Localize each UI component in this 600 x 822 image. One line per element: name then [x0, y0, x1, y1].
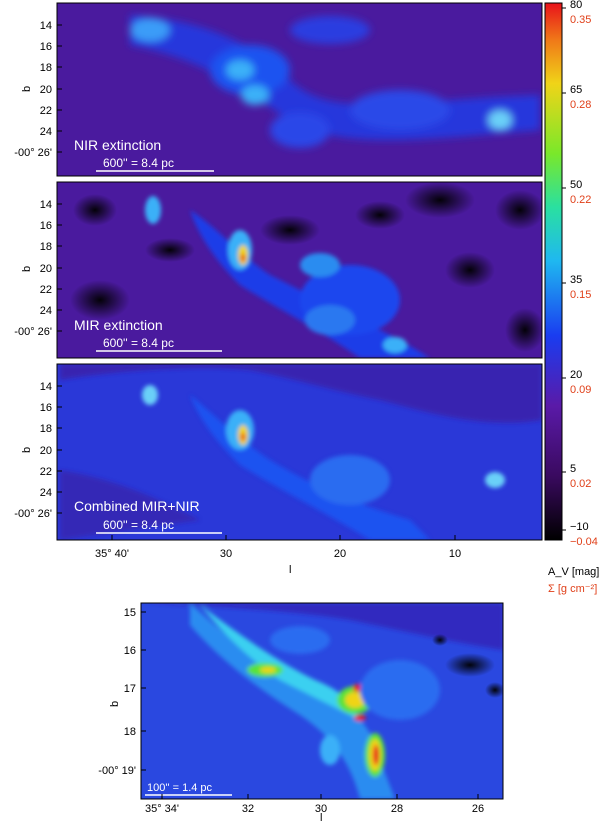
x-tick-label: 35° 40' — [95, 548, 129, 560]
panel-zoom-y-axis: 15 16 17 18 -00° 19' — [98, 607, 146, 777]
y-tick-label: -00° 19' — [98, 765, 136, 777]
colorbar-av-tick: 5 — [570, 463, 576, 475]
y-tick-label: -00° 26' — [14, 508, 52, 520]
y-tick-label: 14 — [40, 20, 52, 32]
y-tick-label: 20 — [40, 84, 52, 96]
x-tick-label: 30 — [315, 803, 327, 815]
y-tick-label: 20 — [40, 445, 52, 457]
panel-combined-scale-label: 600'' = 8.4 pc — [103, 518, 174, 532]
panel-zoom — [141, 603, 503, 799]
colorbar-sigma-tick: 0.35 — [570, 14, 591, 26]
y-tick-label: 18 — [40, 241, 52, 253]
x-tick-label: 28 — [391, 803, 403, 815]
panel-mir — [57, 182, 542, 358]
panel-zoom-frame — [140, 602, 504, 800]
y-tick-label: 17 — [124, 683, 136, 695]
panel-mir-label: MIR extinction — [74, 317, 163, 333]
y-tick-label: 14 — [40, 381, 52, 393]
x-tick-label: 30 — [220, 548, 232, 560]
panel-combined-frame — [56, 363, 543, 541]
y-tick-label: 15 — [124, 607, 136, 619]
panel-nir-ylabel: b — [21, 86, 33, 92]
colorbar-ticks: 80 0.35 65 0.28 50 0.22 35 0.15 20 0.09 5 0.02 −10 −0… — [562, 0, 598, 548]
x-tick-label: 35° 34' — [145, 803, 179, 815]
panel-combined-x-axis: 35° 40' 30 20 10 — [95, 535, 461, 560]
colorbar-av-tick: 80 — [570, 0, 582, 11]
y-tick-label: 14 — [40, 199, 52, 211]
y-tick-label: 16 — [40, 41, 52, 53]
y-tick-label: 24 — [40, 305, 52, 317]
x-tick-label: 20 — [334, 548, 346, 560]
y-tick-label: 22 — [40, 466, 52, 478]
panel-mir-ylabel: b — [21, 266, 33, 272]
colorbar-sigma-tick: −0.04 — [570, 536, 598, 548]
y-tick-label: 24 — [40, 487, 52, 499]
panel-mir-y-axis: 14 16 18 20 22 24 -00° 26' — [14, 199, 62, 338]
colorbar-sigma-tick: 0.02 — [570, 478, 591, 490]
y-tick-label: 16 — [124, 645, 136, 657]
colorbar-av-tick: −10 — [570, 521, 589, 533]
colorbar-av-label: A_V [mag] — [548, 566, 599, 578]
colorbar-av-tick: 50 — [570, 179, 582, 191]
y-tick-label: 16 — [40, 220, 52, 232]
x-tick-label: 26 — [472, 803, 484, 815]
colorbar-sigma-tick: 0.28 — [570, 99, 591, 111]
panel-combined-label: Combined MIR+NIR — [74, 498, 200, 514]
colorbar-sigma-tick: 0.09 — [570, 384, 591, 396]
colorbar — [544, 2, 563, 541]
y-tick-label: 22 — [40, 105, 52, 117]
y-tick-label: 24 — [40, 126, 52, 138]
colorbar-sigma-tick: 0.22 — [570, 194, 591, 206]
y-tick-label: 16 — [40, 402, 52, 414]
y-tick-label: 20 — [40, 263, 52, 275]
panel-mir-scale-label: 600'' = 8.4 pc — [103, 336, 174, 350]
panel-combined-y-axis: 14 16 18 20 22 24 -00° 26' — [14, 381, 62, 520]
y-tick-label: -00° 26' — [14, 326, 52, 338]
y-tick-label: 18 — [40, 423, 52, 435]
panel-nir-label: NIR extinction — [74, 137, 161, 153]
panel-combined-ylabel: b — [21, 447, 33, 453]
x-tick-label: 10 — [449, 548, 461, 560]
panel-nir — [57, 3, 542, 176]
y-tick-label: -00° 26' — [14, 147, 52, 159]
panel-zoom-xlabel: l — [320, 812, 322, 822]
panel-zoom-ylabel: b — [109, 701, 121, 707]
y-tick-label: 18 — [40, 62, 52, 74]
colorbar-av-tick: 20 — [570, 369, 582, 381]
panel-nir-scale-label: 600'' = 8.4 pc — [103, 156, 174, 170]
panel-nir-y-axis: 14 16 18 20 22 24 -00° 26' — [14, 20, 62, 159]
colorbar-sigma-tick: 0.15 — [570, 289, 591, 301]
panel-zoom-scale-label: 100'' = 1.4 pc — [147, 782, 213, 794]
y-tick-label: 22 — [40, 284, 52, 296]
colorbar-sigma-label: Σ [g cm⁻²] — [548, 583, 597, 595]
colorbar-av-tick: 65 — [570, 84, 582, 96]
x-tick-label: 32 — [242, 803, 254, 815]
panel-combined — [57, 364, 542, 540]
panel-mir-frame — [56, 181, 543, 359]
colorbar-av-tick: 35 — [570, 274, 582, 286]
panel-combined-xlabel: l — [289, 564, 291, 576]
y-tick-label: 18 — [124, 726, 136, 738]
panel-zoom-x-axis: 35° 34' 32 30 28 26 — [145, 794, 484, 815]
